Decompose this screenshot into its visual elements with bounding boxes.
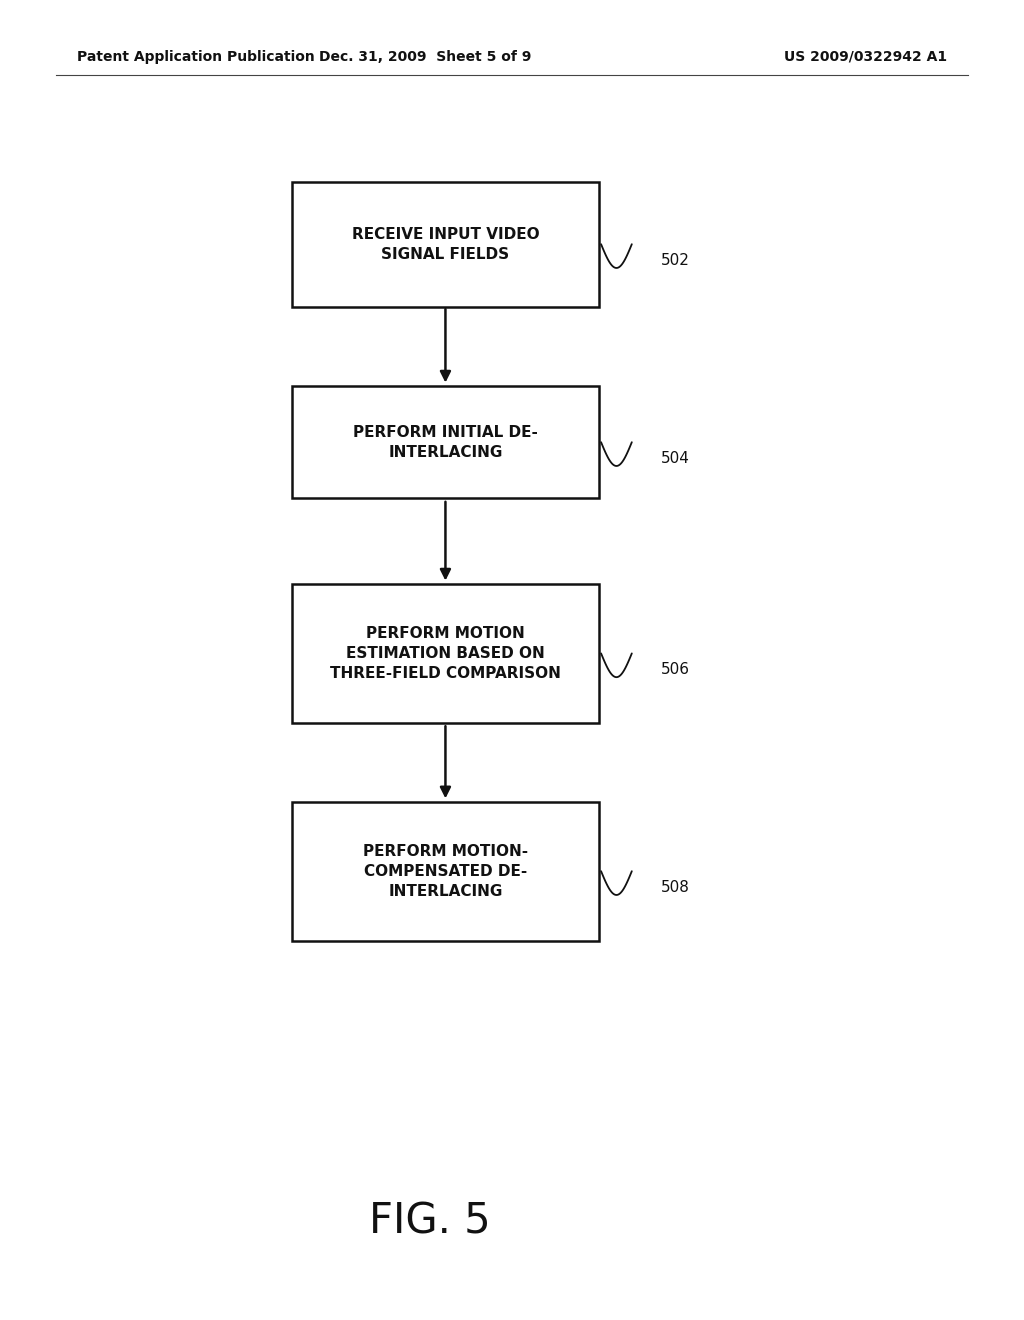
Text: 508: 508 <box>660 879 689 895</box>
Text: PERFORM MOTION
ESTIMATION BASED ON
THREE-FIELD COMPARISON: PERFORM MOTION ESTIMATION BASED ON THREE… <box>330 626 561 681</box>
Text: Patent Application Publication: Patent Application Publication <box>77 50 314 63</box>
Text: US 2009/0322942 A1: US 2009/0322942 A1 <box>784 50 947 63</box>
Text: 506: 506 <box>660 661 689 677</box>
Text: 504: 504 <box>660 450 689 466</box>
Text: 502: 502 <box>660 252 689 268</box>
Text: Dec. 31, 2009  Sheet 5 of 9: Dec. 31, 2009 Sheet 5 of 9 <box>318 50 531 63</box>
Bar <box>292 583 599 722</box>
Bar <box>292 182 599 308</box>
Bar <box>292 385 599 498</box>
Text: PERFORM INITIAL DE-
INTERLACING: PERFORM INITIAL DE- INTERLACING <box>353 425 538 459</box>
Text: FIG. 5: FIG. 5 <box>370 1200 490 1242</box>
Bar <box>292 801 599 940</box>
Text: RECEIVE INPUT VIDEO
SIGNAL FIELDS: RECEIVE INPUT VIDEO SIGNAL FIELDS <box>351 227 540 261</box>
Text: PERFORM MOTION-
COMPENSATED DE-
INTERLACING: PERFORM MOTION- COMPENSATED DE- INTERLAC… <box>362 843 528 899</box>
